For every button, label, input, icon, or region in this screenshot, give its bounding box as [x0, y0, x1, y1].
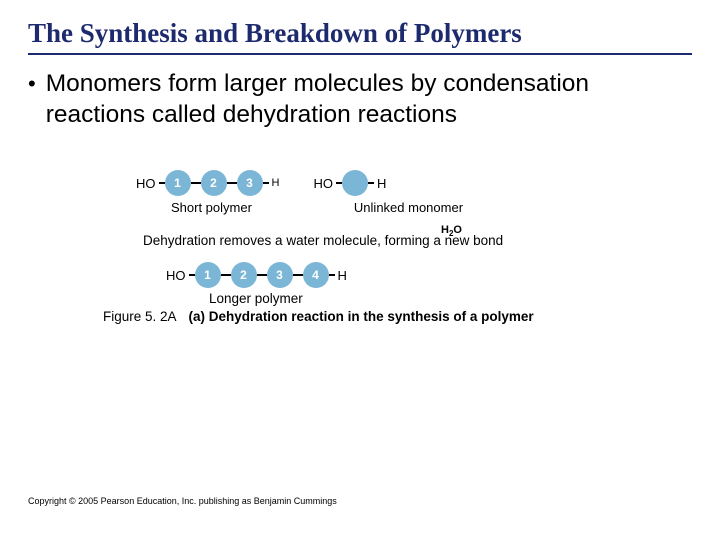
- longer-polymer-label: Longer polymer: [209, 291, 692, 306]
- water-label: H2O: [441, 224, 462, 238]
- label-ho: HO: [166, 268, 186, 283]
- short-polymer-label: Short polymer: [171, 200, 252, 215]
- bond: [227, 182, 237, 184]
- monomer-unlinked: [342, 170, 368, 196]
- monomer-b4: 4: [303, 262, 329, 288]
- label-h: H: [272, 177, 280, 189]
- top-chain-row: HO 1 2 3 H HO H: [133, 170, 692, 196]
- label-ho: HO: [313, 176, 333, 191]
- bond: [368, 182, 374, 184]
- copyright-text: Copyright © 2005 Pearson Education, Inc.…: [28, 496, 337, 506]
- bond: [293, 274, 303, 276]
- label-h: H: [377, 176, 386, 191]
- monomer-1: 1: [165, 170, 191, 196]
- diagram-area: HO 1 2 3 H HO H Short polymer Unlinked m…: [133, 170, 692, 324]
- caption-text: (a) Dehydration reaction in the synthesi…: [189, 309, 534, 324]
- bond: [221, 274, 231, 276]
- bond: [159, 182, 165, 184]
- caption-row: Figure 5. 2A (a) Dehydration reaction in…: [133, 309, 692, 324]
- top-chain-labels: Short polymer Unlinked monomer: [133, 200, 692, 215]
- monomer-3: 3: [237, 170, 263, 196]
- bond: [189, 274, 195, 276]
- unlinked-monomer-label: Unlinked monomer: [354, 200, 463, 215]
- monomer-b2: 2: [231, 262, 257, 288]
- bond: [263, 182, 269, 184]
- monomer-b3: 3: [267, 262, 293, 288]
- slide-title: The Synthesis and Breakdown of Polymers: [28, 18, 692, 55]
- figure-label: Figure 5. 2A: [103, 309, 177, 324]
- bond: [329, 274, 335, 276]
- monomer-2: 2: [201, 170, 227, 196]
- label-h: H: [338, 268, 347, 283]
- bottom-chain-row: HO 1 2 3 4 H: [163, 262, 692, 288]
- label-ho: HO: [136, 176, 156, 191]
- bullet-item: • Monomers form larger molecules by cond…: [28, 69, 692, 130]
- bullet-marker: •: [28, 71, 36, 97]
- monomer-b1: 1: [195, 262, 221, 288]
- bond: [191, 182, 201, 184]
- bullet-text: Monomers form larger molecules by conden…: [46, 69, 692, 130]
- bond: [257, 274, 267, 276]
